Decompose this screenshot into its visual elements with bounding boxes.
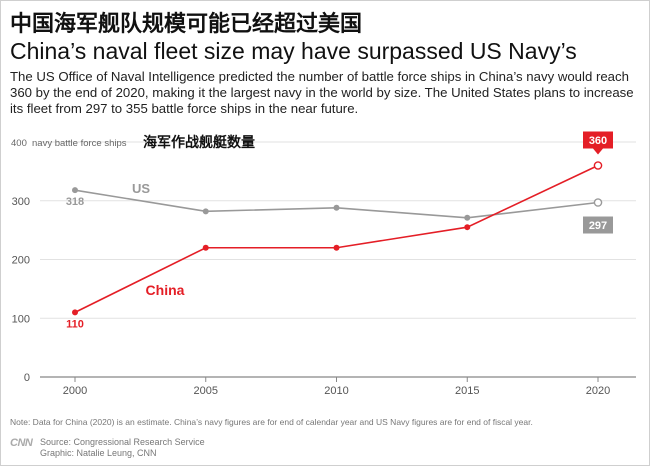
china-data-point [72,309,78,316]
us-data-point [72,187,78,194]
x-tick-label: 2005 [194,385,218,397]
us-data-point [464,214,471,221]
y-tick-label: 100 [12,313,30,325]
chart-title-chinese: 中国海军舰队规模可能已经超过美国 [10,12,363,37]
china-last-value-pointer [593,148,603,155]
cnn-logo: CNN [10,437,33,449]
us-last-value-label: 297 [589,220,607,232]
y-tick-label: 300 [12,196,30,208]
us-first-value-label: 318 [66,196,84,208]
source-text: Source: Congressional Research Service [40,437,205,447]
x-tick-label: 2010 [324,385,348,397]
y-tick-label: 200 [12,255,30,267]
china-data-point [202,244,209,251]
x-tick-label: 2000 [63,385,87,397]
china-last-value-box [583,131,613,149]
chart-note: Note: Data for China (2020) is an estima… [10,417,533,427]
us-series-label: US [132,181,150,196]
china-data-point [464,224,471,231]
y-tick-label: 0 [24,372,30,384]
china-data-point [333,244,340,251]
chart-description: The US Office of Naval Intelligence pred… [10,69,634,116]
china-data-point [593,161,603,170]
graphic-credit: Graphic: Natalie Leung, CNN [40,448,157,458]
us-last-value-box [583,216,613,234]
y-axis-title: navy battle force ships [32,138,127,149]
china-first-value-label: 110 [66,318,84,330]
china-series-label: China [146,282,185,298]
x-tick-label: 2020 [586,385,610,397]
chart-credits: Source: Congressional Research Service G… [40,437,205,459]
x-tick-label: 2015 [455,385,479,397]
y-axis-title-chinese: 海军作战舰艇数量 [143,134,255,151]
us-series-line [74,189,599,219]
y-tick-label: 400 [11,138,27,149]
us-data-point [333,204,340,211]
china-last-value-label: 360 [589,135,607,147]
us-data-point [202,208,209,215]
chart-title: China’s naval fleet size may have surpas… [10,38,577,64]
us-data-point [593,198,603,207]
